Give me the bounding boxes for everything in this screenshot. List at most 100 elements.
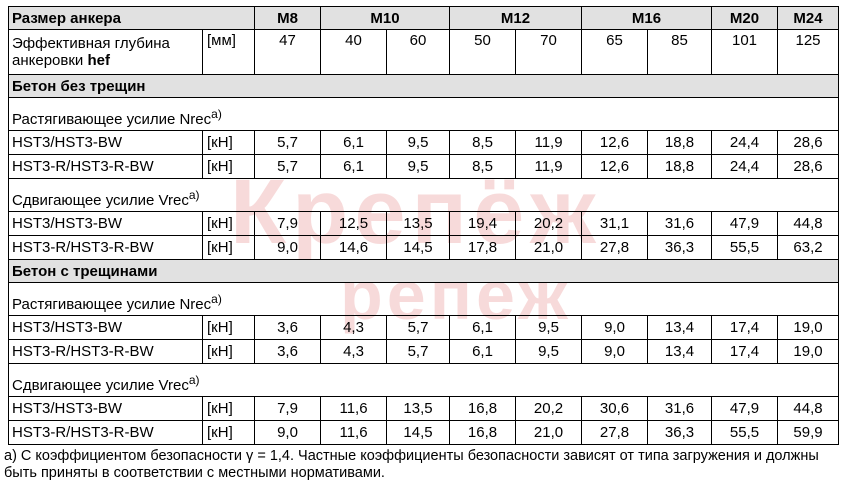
anchor-type-label: HST3/HST3-BW (8, 315, 203, 340)
load-value: 19,4 (449, 211, 517, 236)
load-value: 20,2 (515, 396, 583, 421)
group-row: Растягивающее усилие Nreca) (7, 97, 840, 131)
depth-value: 47 (254, 29, 322, 75)
unit-cell: [кН] (201, 154, 256, 179)
load-value: 31,6 (647, 396, 713, 421)
load-value: 44,8 (777, 396, 840, 421)
footnote-marker: a) (211, 292, 222, 306)
group-title: Растягивающее усилие Nreca) (7, 97, 840, 131)
anchor-type-label: HST3-R/HST3-R-BW (8, 339, 203, 364)
load-value: 47,9 (711, 396, 779, 421)
load-value: 6,1 (320, 130, 388, 155)
load-value: 9,0 (254, 235, 322, 260)
unit-cell: [кН] (201, 315, 256, 340)
footnote: a) С коэффициентом безопасности γ = 1,4.… (4, 448, 819, 481)
load-value: 18,8 (647, 154, 713, 179)
load-value: 3,6 (254, 315, 322, 340)
unit-cell: [кН] (201, 211, 256, 236)
group-row: Сдвигающее усилие Vreca) (7, 363, 840, 397)
load-value: 21,0 (515, 420, 583, 445)
load-value: 59,9 (777, 420, 840, 445)
depth-label-symbol: hef (87, 52, 110, 69)
load-value: 20,2 (515, 211, 583, 236)
size-m8: M8 (254, 6, 322, 30)
anchor-type-label: HST3/HST3-BW (8, 211, 203, 236)
load-value: 5,7 (386, 315, 451, 340)
group-title: Растягивающее усилие Nreca) (7, 282, 840, 316)
load-value: 5,7 (386, 339, 451, 364)
depth-value: 40 (320, 29, 388, 75)
load-value: 6,1 (449, 339, 517, 364)
unit-cell: [кН] (201, 130, 256, 155)
load-value: 3,6 (254, 339, 322, 364)
group-title-text: Растягивающее усилие Nrec (12, 111, 212, 128)
load-value: 36,3 (647, 235, 713, 260)
group-title-text: Растягивающее усилие Nrec (12, 296, 212, 313)
table-row: HST3-R/HST3-R-BW [кН] 9,0 11,6 14,5 16,8 21,0 2… (8, 420, 840, 445)
anchor-type-label: HST3-R/HST3-R-BW (8, 235, 203, 260)
depth-unit: [мм] (201, 29, 256, 75)
depth-label: Эффективная глубина анкеровки hef (8, 29, 203, 75)
load-value: 17,8 (449, 235, 517, 260)
load-value: 13,4 (647, 315, 713, 340)
load-value: 16,8 (449, 420, 517, 445)
group-row: Растягивающее усилие Nreca) (7, 282, 840, 316)
group-row: Сдвигающее усилие Vreca) (7, 178, 840, 212)
load-value: 24,4 (711, 154, 779, 179)
load-value: 27,8 (581, 235, 649, 260)
anchor-type-label: HST3/HST3-BW (8, 396, 203, 421)
size-m20: M20 (711, 6, 779, 30)
size-m24: M24 (777, 6, 840, 30)
load-value: 9,5 (515, 339, 583, 364)
depth-value: 50 (449, 29, 517, 75)
load-value: 13,5 (386, 211, 451, 236)
load-value: 9,0 (581, 315, 649, 340)
load-value: 63,2 (777, 235, 840, 260)
load-value: 5,7 (254, 130, 322, 155)
load-value: 12,6 (581, 154, 649, 179)
unit-cell: [кН] (201, 420, 256, 445)
depth-row: Эффективная глубина анкеровки hef [мм] 4… (8, 29, 840, 75)
load-value: 4,3 (320, 339, 388, 364)
load-value: 9,5 (515, 315, 583, 340)
load-value: 14,5 (386, 235, 451, 260)
depth-value: 60 (386, 29, 451, 75)
anchor-type-label: HST3-R/HST3-R-BW (8, 154, 203, 179)
load-value: 30,6 (581, 396, 649, 421)
unit-cell: [кН] (201, 396, 256, 421)
load-value: 9,0 (581, 339, 649, 364)
load-value: 47,9 (711, 211, 779, 236)
load-value: 13,4 (647, 339, 713, 364)
size-m12: M12 (449, 6, 583, 30)
section-row: Бетон без трещин (7, 74, 840, 98)
load-value: 55,5 (711, 235, 779, 260)
depth-value: 125 (777, 29, 840, 75)
load-value: 9,5 (386, 130, 451, 155)
load-value: 8,5 (449, 154, 517, 179)
depth-value: 85 (647, 29, 713, 75)
load-value: 17,4 (711, 339, 779, 364)
anchor-load-table: Размер анкера M8 M10 M12 M16 M20 M24 Эфф… (7, 6, 840, 445)
load-value: 17,4 (711, 315, 779, 340)
unit-cell: [кН] (201, 235, 256, 260)
load-value: 31,6 (647, 211, 713, 236)
group-title-text: Сдвигающее усилие Vrec (12, 377, 189, 394)
table-row: HST3-R/HST3-R-BW [кН] 9,0 14,6 14,5 17,8 21,0 2… (8, 235, 840, 260)
table-row: HST3-R/HST3-R-BW [кН] 3,6 4,3 5,7 6,1 9,5 9,0 13… (8, 339, 840, 364)
depth-value: 65 (581, 29, 649, 75)
load-value: 9,0 (254, 420, 322, 445)
load-value: 24,4 (711, 130, 779, 155)
depth-value: 101 (711, 29, 779, 75)
table-row: HST3/HST3-BW [кН] 7,9 12,5 13,5 19,4 20,2 31,1 3… (8, 211, 840, 236)
unit-cell: [кН] (201, 339, 256, 364)
load-value: 8,5 (449, 130, 517, 155)
header-row: Размер анкера M8 M10 M12 M16 M20 M24 (7, 6, 840, 30)
load-value: 7,9 (254, 211, 322, 236)
load-value: 6,1 (320, 154, 388, 179)
load-value: 31,1 (581, 211, 649, 236)
load-value: 13,5 (386, 396, 451, 421)
load-value: 11,9 (515, 130, 583, 155)
group-title: Сдвигающее усилие Vreca) (7, 178, 840, 212)
load-value: 21,0 (515, 235, 583, 260)
load-value: 44,8 (777, 211, 840, 236)
